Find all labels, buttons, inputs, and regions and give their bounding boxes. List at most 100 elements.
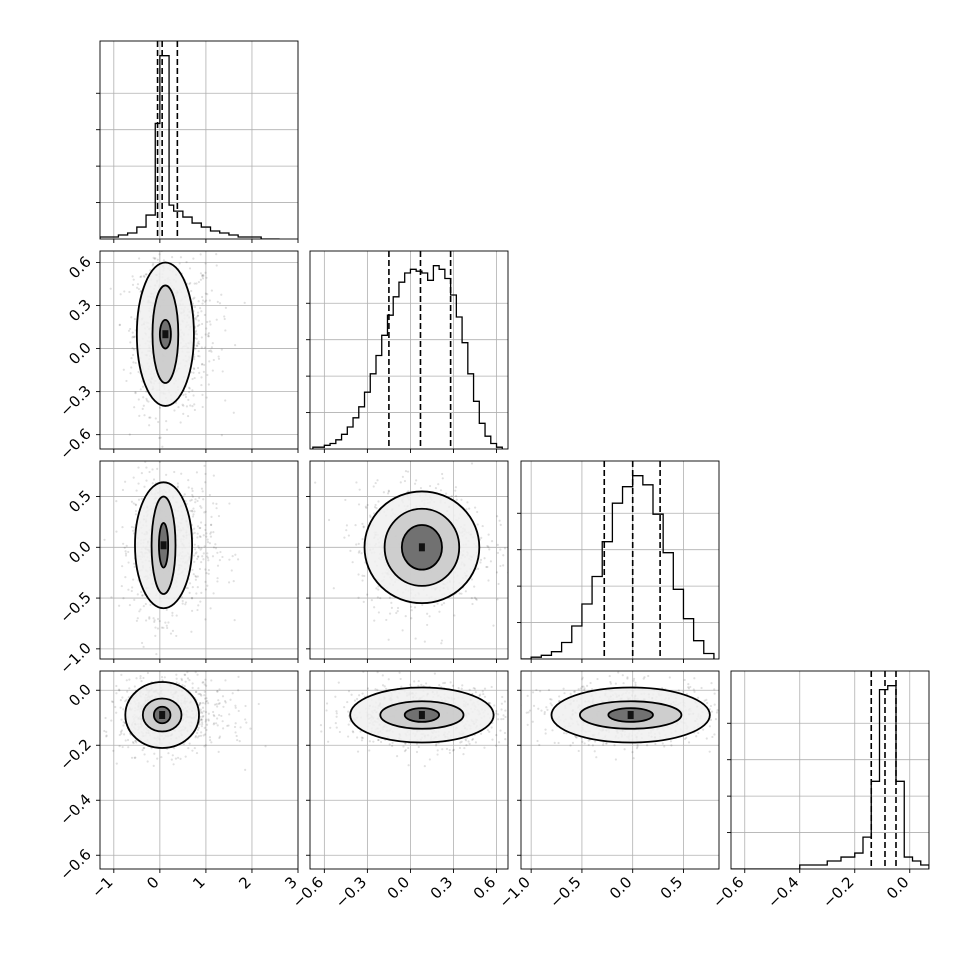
scatter-point (360, 736, 363, 739)
scatter-point (177, 682, 181, 685)
scatter-point (198, 723, 201, 726)
scatter-point (122, 368, 125, 371)
scatter-point (205, 532, 208, 535)
scatter-point (414, 637, 417, 640)
scatter-point (193, 355, 196, 358)
scatter-point (136, 593, 139, 596)
scatter-point (488, 548, 491, 551)
scatter-point (373, 506, 377, 509)
scatter-point (202, 370, 205, 374)
scatter-point (725, 729, 727, 731)
scatter-point (413, 482, 417, 485)
panel-frame (99, 460, 299, 660)
scatter-point (209, 739, 212, 742)
scatter-point (361, 736, 364, 740)
scatter-point (190, 509, 194, 512)
scatter-point (449, 681, 452, 684)
scatter-point (133, 335, 136, 338)
scatter-point (428, 758, 431, 761)
scatter-point (119, 293, 122, 296)
scatter-point (151, 482, 154, 485)
scatter-point (175, 634, 178, 638)
scatter-point (417, 679, 420, 683)
scatter-point (124, 550, 127, 553)
scatter-point (196, 311, 200, 314)
scatter-point (207, 559, 210, 562)
scatter-point (187, 241, 189, 243)
scatter-point (194, 734, 198, 738)
scatter-point (376, 596, 379, 599)
scatter-point (453, 614, 456, 617)
scatter-point (216, 724, 219, 727)
joint-content (314, 462, 508, 645)
scatter-point (199, 521, 203, 524)
scatter-point (119, 699, 122, 702)
scatter-point (199, 307, 202, 310)
scatter-point (440, 603, 444, 606)
scatter-point (187, 479, 190, 482)
scatter-point (221, 370, 224, 373)
scatter-point (377, 585, 380, 588)
scatter-point (365, 506, 368, 510)
scatter-point (135, 489, 138, 492)
scatter-point (199, 535, 202, 539)
scatter-point (212, 713, 215, 717)
contour-line (150, 495, 177, 595)
scatter-point (154, 257, 157, 260)
scatter-point (481, 524, 484, 528)
scatter-point (381, 674, 384, 677)
scatter-point (366, 687, 370, 690)
y-tick-label: 0.0 (65, 339, 95, 369)
scatter-point (193, 746, 196, 750)
scatter-point (153, 619, 156, 622)
scatter-point (134, 391, 137, 394)
scatter-point (429, 484, 432, 488)
scatter-point (196, 366, 200, 370)
scatter-point (482, 692, 485, 696)
scatter-point (388, 743, 391, 746)
scatter-point (376, 688, 379, 692)
scatter-point (385, 687, 388, 690)
scatter-point (204, 588, 207, 591)
scatter-point (581, 685, 584, 688)
scatter-point (239, 726, 242, 729)
scatter-point (129, 341, 132, 344)
scatter-point (496, 515, 499, 518)
scatter-point (192, 257, 195, 260)
scatter-point (184, 680, 187, 683)
scatter-point (198, 567, 202, 571)
scatter-point (319, 724, 323, 727)
scatter-point (550, 704, 554, 707)
scatter-point (213, 714, 216, 718)
scatter-point (377, 500, 380, 503)
scatter-point (207, 333, 210, 336)
scatter-point (362, 600, 365, 603)
scatter-point (131, 336, 134, 339)
scatter-point (132, 529, 135, 532)
scatter-point (140, 590, 143, 594)
scatter-point (199, 718, 203, 721)
scatter-point (144, 461, 147, 464)
scatter-point (194, 329, 198, 332)
scatter-point (487, 579, 490, 582)
scatter-point (514, 718, 516, 720)
scatter-point (134, 756, 137, 759)
scatter-point (347, 534, 350, 537)
scatter-point (224, 399, 227, 402)
joint-content (103, 461, 240, 656)
scatter-point (202, 710, 205, 713)
scatter-point (236, 738, 239, 742)
scatter-point (460, 498, 463, 501)
scatter-point (192, 371, 195, 374)
scatter-point (193, 305, 197, 309)
scatter-point (200, 274, 204, 277)
scatter-point (126, 690, 129, 693)
scatter-point (219, 550, 222, 554)
scatter-point (423, 640, 426, 643)
scatter-point (221, 695, 225, 698)
scatter-point (204, 333, 207, 336)
scatter-point (195, 318, 198, 321)
scatter-point (153, 667, 155, 669)
scatter-point (120, 673, 123, 676)
scatter-point (133, 336, 136, 339)
